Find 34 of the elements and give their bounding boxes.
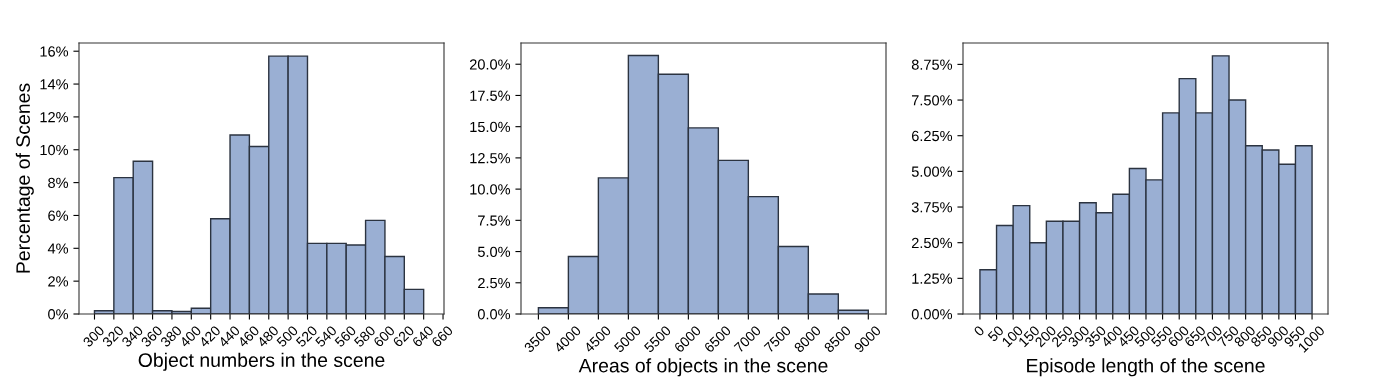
y-tick-label: 2.50%: [911, 237, 953, 249]
x-tick-label: 300: [82, 325, 105, 348]
x-axis-title: Object numbers in the scene: [138, 352, 385, 371]
y-tick-label: 8.75%: [911, 59, 953, 70]
y-tick-label: 15.0%: [470, 121, 511, 133]
y-tick-label: 0%: [48, 309, 69, 320]
y-tick-label: 1.25%: [912, 273, 953, 284]
y-tick-label: 5.0%: [477, 246, 511, 257]
y-tick-label: 6%: [48, 210, 69, 221]
y-tick-label: 2.5%: [478, 277, 511, 289]
y-tick-label: 3.75%: [911, 202, 953, 213]
y-tick-label: 0.00%: [911, 309, 953, 320]
y-tick-label: 14%: [40, 79, 69, 90]
y-tick-label: 10%: [40, 144, 69, 156]
y-tick-label: 12.5%: [470, 152, 511, 164]
y-tick-label: 0.0%: [477, 309, 511, 320]
y-tick-label: 6.25%: [911, 130, 953, 142]
y-tick-label: 2%: [48, 276, 69, 287]
y-tick-label: 12%: [40, 112, 69, 123]
x-axis-title: Areas of objects in the scene: [578, 358, 828, 377]
y-tick-label: 8%: [48, 177, 69, 189]
y-tick-label: 16%: [40, 46, 69, 57]
y-tick-label: 17.5%: [470, 90, 511, 101]
x-axis-title: Episode length of the scene: [1027, 358, 1265, 377]
y-axis-title: Percentage of Scenes: [15, 83, 34, 273]
x-tick-label: 520: [295, 325, 318, 348]
y-tick-label: 20.0%: [469, 59, 511, 70]
y-tick-label: 10.0%: [470, 184, 511, 195]
y-tick-label: 5.00%: [911, 166, 953, 177]
x-tick-label: 0: [973, 325, 985, 337]
y-tick-label: 7.50%: [911, 95, 953, 106]
x-tick-label: 660: [431, 325, 454, 348]
y-tick-label: 4%: [47, 243, 69, 254]
y-tick-label: 7.5%: [478, 215, 511, 226]
